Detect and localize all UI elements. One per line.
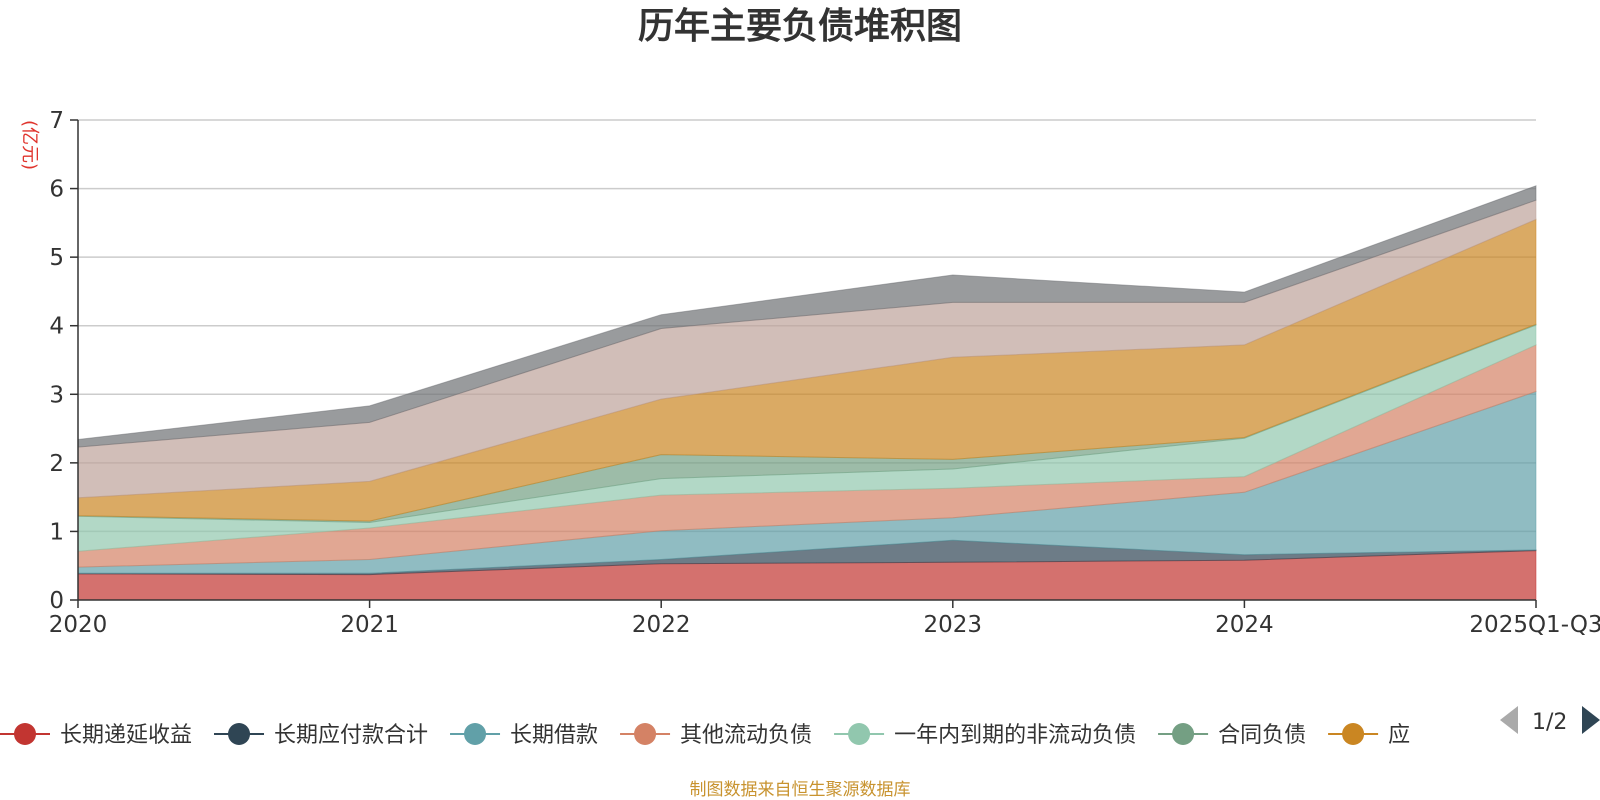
legend-label: 一年内到期的非流动负债 — [894, 723, 1136, 748]
legend-marker — [464, 723, 487, 745]
legend-marker — [14, 723, 36, 745]
legend-label: 长期应付款合计 — [274, 723, 428, 748]
x-tick-label: 2024 — [1215, 612, 1274, 638]
x-tick-label: 2022 — [632, 612, 691, 638]
legend[interactable]: 长期递延收益 长期应付款合计 长期借款 其他流动负债 一年内到期的非流动负债 合同负债 应 — [0, 723, 1410, 748]
axes: 0 1 2 3 4 5 6 7 2020 2021 2022 2023 2024 2025Q1-Q3 — [49, 108, 1600, 638]
x-tick-label: 2021 — [340, 612, 399, 638]
data-source-note: 制图数据来自恒生聚源数据库 — [690, 780, 911, 800]
legend-item[interactable]: 合同负债 — [1158, 723, 1306, 748]
legend-marker — [1172, 723, 1195, 745]
legend-item[interactable]: 其他流动负债 — [620, 723, 812, 748]
y-tick-label: 4 — [49, 314, 64, 340]
legend-marker — [848, 723, 871, 745]
legend-marker — [228, 723, 251, 745]
x-tick-label: 2023 — [924, 612, 983, 638]
y-tick-label: 5 — [49, 245, 64, 271]
y-tick-label: 3 — [49, 382, 64, 408]
legend-label: 长期借款 — [510, 723, 598, 748]
y-tick-label: 6 — [49, 177, 64, 203]
x-tick-label: 2025Q1-Q3 — [1469, 612, 1600, 638]
legend-item[interactable]: 长期应付款合计 — [214, 723, 428, 748]
legend-next-arrow-icon[interactable] — [1582, 706, 1600, 734]
legend-pager[interactable]: 1/2 — [1500, 706, 1600, 735]
legend-marker — [1342, 723, 1365, 745]
chart-title: 历年主要负债堆积图 — [638, 6, 962, 47]
area-series — [77, 185, 1537, 448]
legend-marker — [634, 723, 657, 745]
legend-item[interactable]: 应 — [1328, 723, 1410, 748]
y-axis-unit-label: (亿元) — [19, 120, 40, 170]
legend-page-indicator: 1/2 — [1532, 710, 1567, 735]
y-tick-label: 2 — [49, 451, 64, 477]
legend-item[interactable]: 长期递延收益 — [0, 723, 192, 748]
stacked-areas — [77, 185, 1537, 601]
legend-label: 长期递延收益 — [60, 723, 192, 748]
y-tick-label: 7 — [49, 108, 64, 134]
legend-label: 合同负债 — [1218, 723, 1306, 748]
y-tick-label: 1 — [49, 519, 64, 545]
legend-prev-arrow-icon[interactable] — [1500, 706, 1518, 734]
x-tick-label: 2020 — [49, 612, 108, 638]
legend-item[interactable]: 长期借款 — [450, 723, 598, 748]
y-tick-label: 0 — [49, 588, 64, 614]
legend-item[interactable]: 一年内到期的非流动负债 — [834, 723, 1136, 748]
legend-label: 应 — [1388, 723, 1410, 748]
legend-label: 其他流动负债 — [680, 723, 812, 748]
